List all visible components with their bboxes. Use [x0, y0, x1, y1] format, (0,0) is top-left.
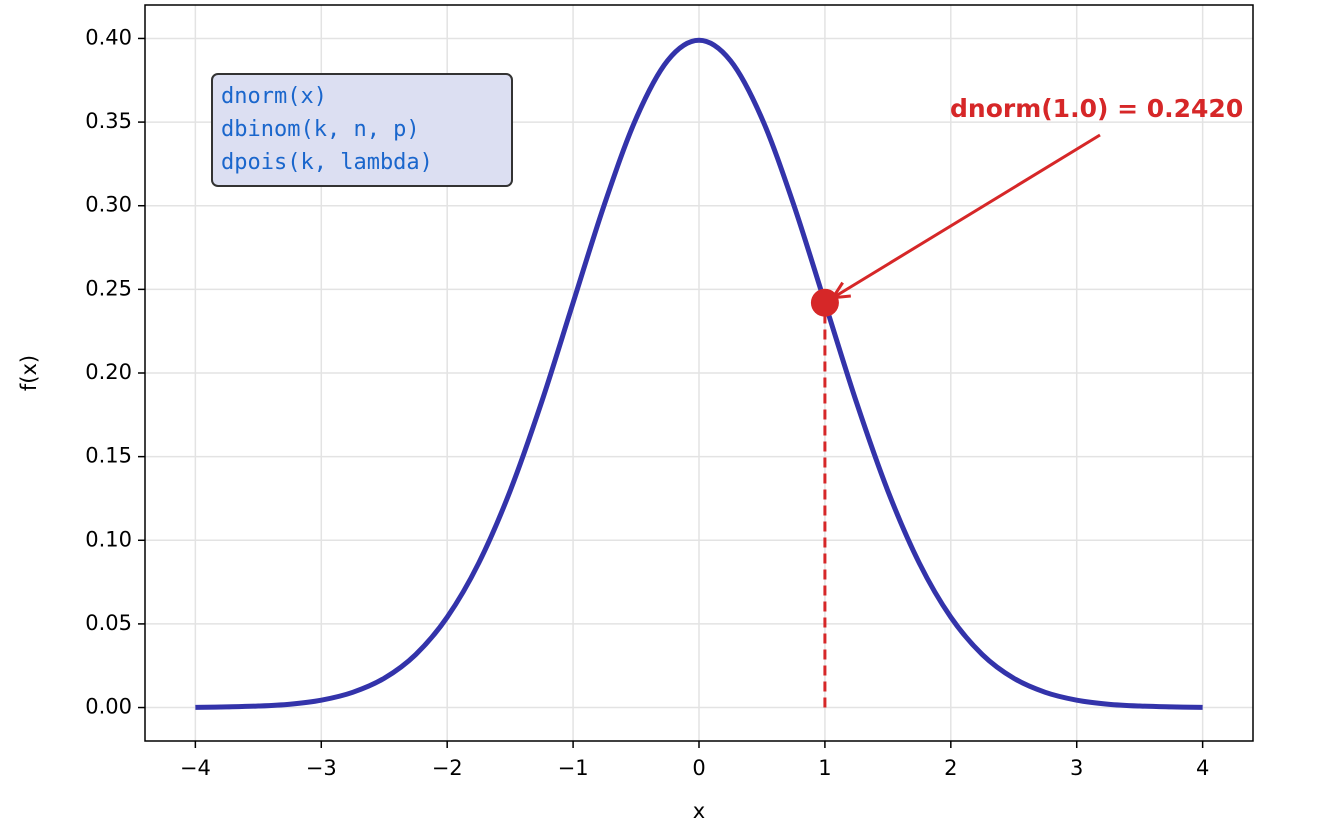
y-tick-label: 0.40	[85, 25, 132, 49]
y-tick-label: 0.20	[85, 360, 132, 384]
x-tick-label: −3	[306, 756, 337, 780]
x-tick-label: 4	[1196, 756, 1209, 780]
x-tick-label: −2	[432, 756, 463, 780]
text-box-line: dpois(k, lambda)	[221, 150, 433, 175]
y-tick-label: 0.05	[85, 611, 132, 635]
y-tick-label: 0.35	[85, 109, 132, 133]
highlight-point	[810, 288, 839, 317]
x-tick-label: −1	[558, 756, 589, 780]
text-box-line: dnorm(x)	[221, 84, 327, 109]
y-tick-label: 0.00	[85, 695, 132, 719]
text-box	[211, 73, 513, 187]
y-tick-label: 0.25	[85, 276, 132, 300]
x-tick-label: −4	[180, 756, 211, 780]
y-tick-label: 0.30	[85, 193, 132, 217]
annotation: dnorm(1.0) = 0.2420	[950, 94, 1243, 123]
x-axis-label: x	[693, 799, 705, 823]
y-tick-label: 0.10	[85, 527, 132, 551]
annotation-arrow	[832, 133, 1101, 300]
y-tick-label: 0.15	[85, 444, 132, 468]
y-axis-label: f(x)	[17, 355, 41, 391]
x-tick-label: 0	[692, 756, 705, 780]
x-tick-label: 2	[944, 756, 957, 780]
plot-frame	[144, 4, 1254, 742]
arrow-head	[829, 281, 851, 300]
x-tick-label: 3	[1070, 756, 1083, 780]
x-tick-label: 1	[818, 756, 831, 780]
density-curve	[195, 37, 1203, 710]
text-box-line: dbinom(k, n, p)	[221, 117, 420, 142]
